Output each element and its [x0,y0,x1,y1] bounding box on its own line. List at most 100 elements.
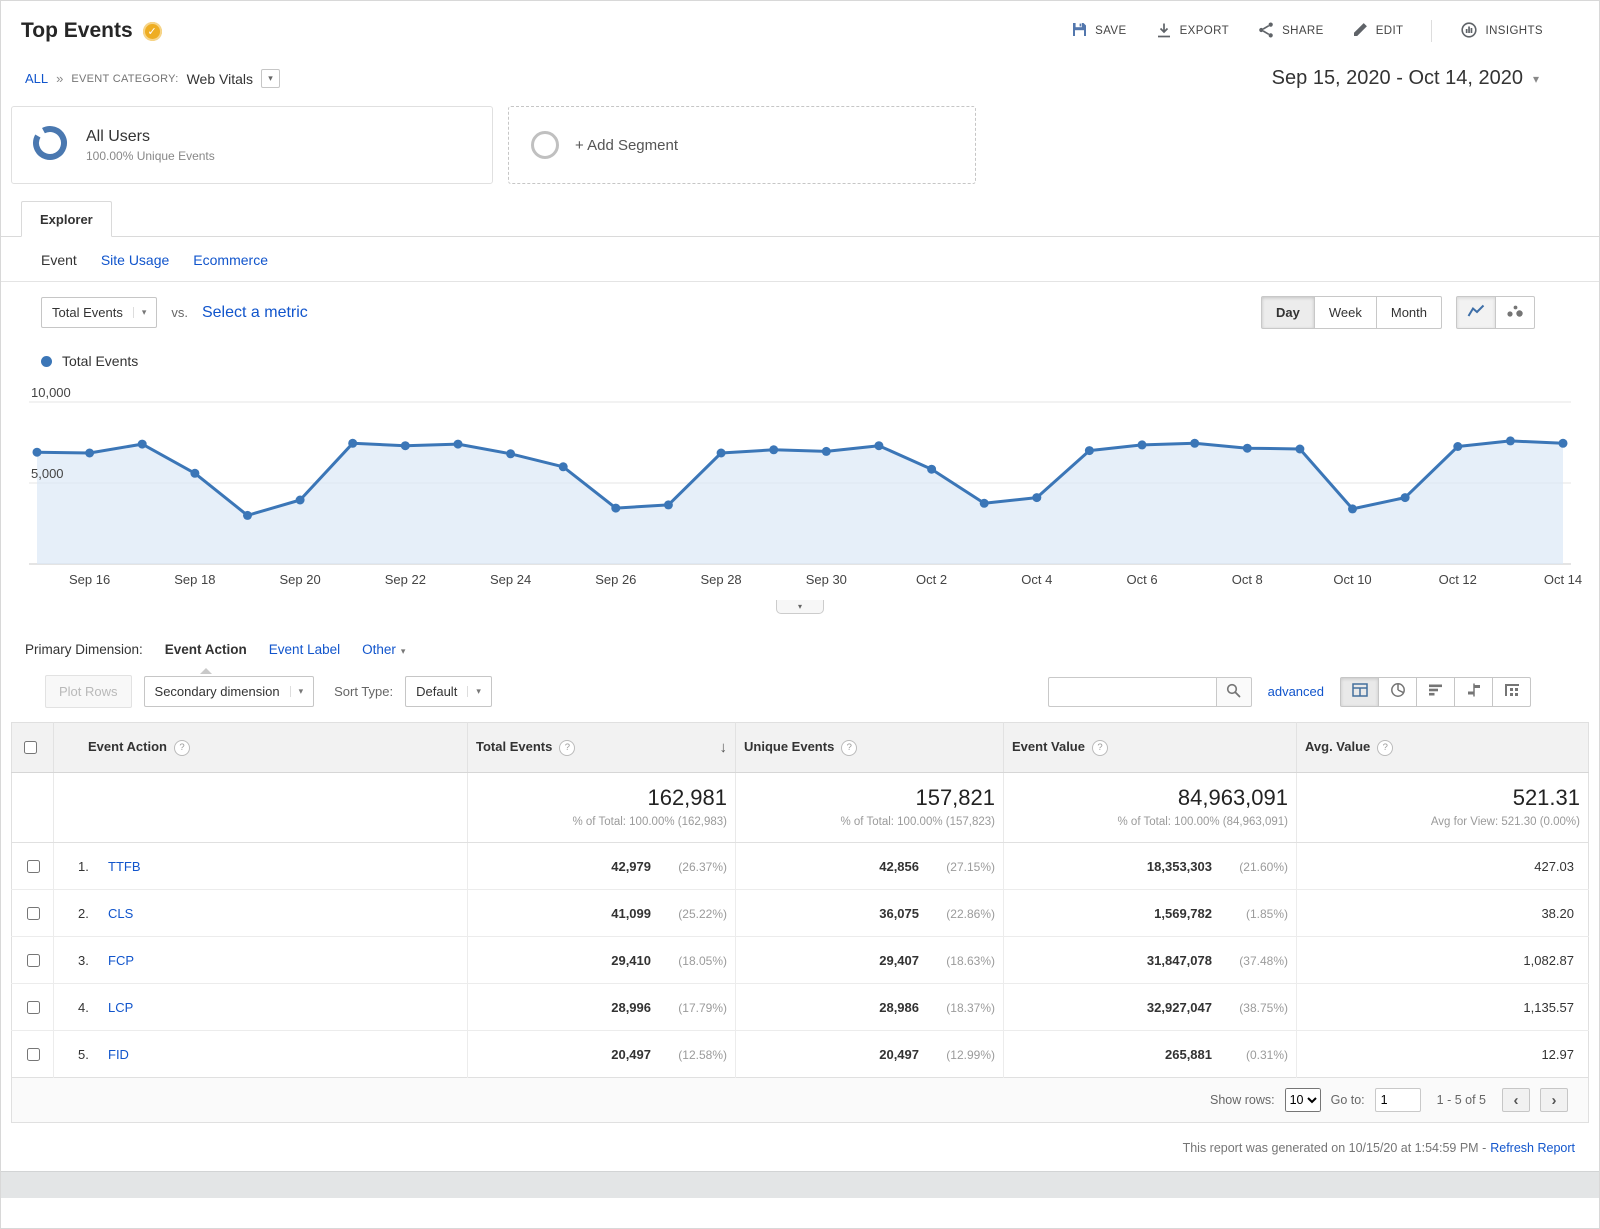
metric-percent: (17.79%) [678,1000,727,1015]
pivot-view-button[interactable] [1492,676,1531,707]
date-range-selector[interactable]: Sep 15, 2020 - Oct 14, 2020 ▾ [1272,67,1539,90]
subtab-site-usage[interactable]: Site Usage [100,252,170,268]
show-rows-select[interactable]: 10 [1284,1088,1321,1112]
dimension-other-label: Other [362,642,396,657]
sort-type-selector[interactable]: Default ▾ [405,676,492,707]
data-view-button[interactable] [1340,676,1379,707]
help-icon[interactable]: ? [1091,739,1108,756]
performance-view-button[interactable] [1416,676,1455,707]
edit-button[interactable]: EDIT [1352,21,1404,41]
add-segment-button[interactable]: + Add Segment [508,106,976,184]
x-axis-label: Oct 2 [916,572,948,587]
x-axis-label: Sep 24 [489,572,532,587]
insights-button[interactable]: INSIGHTS [1460,21,1543,42]
save-button[interactable]: SAVE [1071,21,1126,41]
sort-descending-icon[interactable]: ↓ [719,739,728,756]
next-page-button[interactable]: › [1540,1088,1568,1112]
plot-rows-button[interactable]: Plot Rows [45,675,132,708]
row-checkbox[interactable] [26,1047,40,1061]
column-header-event-action[interactable]: Event Action? [53,722,468,773]
x-axis-label: Oct 8 [1231,572,1263,587]
refresh-report-link[interactable]: Refresh Report [1490,1141,1575,1155]
export-label: EXPORT [1179,25,1230,37]
metric-percent: (25.22%) [678,906,727,921]
breadcrumb-all-link[interactable]: ALL [25,71,49,86]
row-rank: 4. [78,999,89,1015]
total-events-cell: 41,099 (25.22%) [467,889,736,937]
select-all-checkbox[interactable] [24,741,37,754]
row-checkbox[interactable] [26,906,40,920]
metric-percent: (38.75%) [1239,1000,1288,1015]
metric-percent: (21.60%) [1239,859,1288,874]
dimension-other[interactable]: Other ▾ [362,642,405,657]
chevron-down-icon: ▾ [1532,71,1539,86]
segment-all-users[interactable]: All Users 100.00% Unique Events [11,106,493,184]
event-action-link[interactable]: TTFB [108,858,141,874]
total-subtext: % of Total: 100.00% (84,963,091) [1117,816,1289,828]
total-events-cell: 42,979 (26.37%) [467,842,736,890]
explorer-subnav: Event Site Usage Ecommerce [1,237,1599,281]
chart-collapse-handle[interactable]: ▾ [776,600,824,614]
secondary-dimension-selector[interactable]: Secondary dimension ▾ [143,676,315,707]
event-value-cell: 265,881 (0.31%) [1003,1030,1297,1078]
dimension-event-action[interactable]: Event Action [164,642,247,674]
row-checkbox-cell [11,936,54,984]
pivot-icon [1504,683,1520,700]
search-button[interactable] [1215,676,1252,707]
event-value-cell: 18,353,303 (21.60%) [1003,842,1297,890]
segments-row: All Users 100.00% Unique Events + Add Se… [11,106,1589,184]
event-action-link[interactable]: LCP [108,999,134,1015]
category-dropdown-button[interactable]: ▾ [260,69,280,88]
column-header-event-value[interactable]: Event Value? [1003,722,1297,773]
granularity-toggle: Day Week Month [1261,296,1442,329]
granularity-month-button[interactable]: Month [1375,296,1442,329]
advanced-search-link[interactable]: advanced [1267,684,1324,699]
subtab-event[interactable]: Event [41,252,77,268]
row-checkbox[interactable] [26,953,40,967]
search-input[interactable] [1047,676,1216,707]
metric-selector[interactable]: Total Events ▾ [41,297,158,328]
column-header-total-events[interactable]: Total Events? ↓ [467,722,736,773]
column-header-unique-events[interactable]: Unique Events? [735,722,1004,773]
help-icon[interactable]: ? [1377,739,1394,756]
x-axis-label: Oct 6 [1126,572,1158,587]
tab-explorer[interactable]: Explorer [21,201,112,237]
metric-value: 28,996 [611,999,651,1015]
comparison-icon [1466,683,1482,700]
event-action-link[interactable]: FCP [108,952,134,968]
column-label: Event Action [88,739,167,755]
help-icon[interactable]: ? [173,739,190,756]
metric-value: 31,847,078 [1146,952,1212,968]
share-button[interactable]: SHARE [1257,21,1324,42]
line-chart-view-button[interactable] [1456,296,1496,329]
timeseries-chart[interactable]: 10,000 5,000 Sep 16 Sep 18 Sep 20 Sep 22 Sep… [29,375,1582,598]
unique-events-cell: 42,856 (27.15%) [735,842,1004,890]
x-axis-label: Sep 22 [384,572,426,587]
previous-page-button[interactable]: ‹ [1502,1088,1530,1112]
percentage-view-button[interactable] [1378,676,1417,707]
goto-page-input[interactable] [1374,1088,1421,1112]
subtab-ecommerce[interactable]: Ecommerce [193,252,268,268]
column-label: Total Events [476,739,553,755]
export-button[interactable]: EXPORT [1155,21,1229,42]
granularity-week-button[interactable]: Week [1313,296,1377,329]
motion-chart-view-button[interactable] [1495,296,1535,329]
row-checkbox[interactable] [26,859,40,873]
help-icon[interactable]: ? [559,739,576,756]
insights-label: INSIGHTS [1485,25,1543,37]
avg-value-cell: 38.20 [1296,889,1589,937]
granularity-day-button[interactable]: Day [1261,296,1315,329]
column-header-avg-value[interactable]: Avg. Value? [1296,722,1589,773]
legend-dot-icon [41,355,52,367]
table-row: 4. LCP 28,996 (17.79%) 28,986 (18.37%) 32,927,… [11,983,1589,1031]
dimension-event-label[interactable]: Event Label [268,642,341,657]
comparison-view-button[interactable] [1454,676,1493,707]
event-action-link[interactable]: FID [108,1046,129,1062]
event-action-link[interactable]: CLS [108,905,134,921]
help-icon[interactable]: ? [841,739,858,756]
row-checkbox[interactable] [26,1000,40,1014]
primary-dimension-label: Primary Dimension: [25,642,143,657]
unique-events-cell: 28,986 (18.37%) [735,983,1004,1031]
select-metric-link[interactable]: Select a metric [201,303,308,321]
